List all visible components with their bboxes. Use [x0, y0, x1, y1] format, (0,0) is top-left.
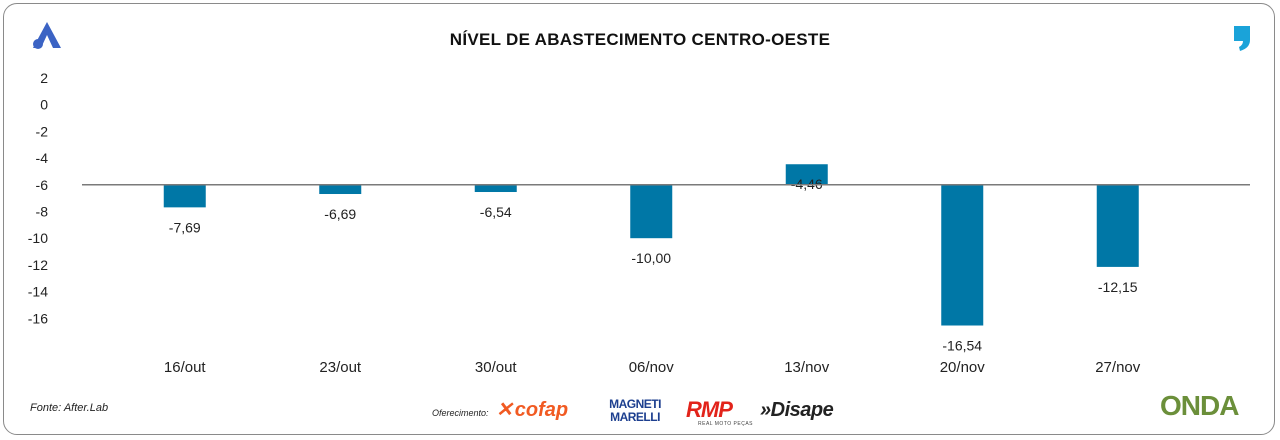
x-category-label: 23/out [319, 359, 362, 376]
y-tick-label: 0 [40, 97, 48, 113]
bar [1096, 184, 1139, 267]
data-label: -10,00 [631, 250, 671, 266]
magneti-marelli-logo: MAGNETI MARELLI [609, 397, 661, 424]
rmp-logo: RMP [686, 397, 733, 422]
y-tick-label: -16 [28, 310, 48, 326]
data-label: -6,69 [324, 206, 356, 222]
cofap-x-icon: ✕ [496, 399, 513, 421]
x-category-label: 06/nov [629, 359, 675, 376]
bar [630, 184, 673, 239]
y-tick-label: 2 [40, 70, 48, 86]
chart-title: NÍVEL DE ABASTECIMENTO CENTRO-OESTE [449, 30, 831, 49]
bar [163, 184, 206, 208]
y-tick-label: -4 [36, 150, 49, 166]
x-category-label: 30/out [475, 359, 518, 376]
y-tick-label: -14 [28, 284, 48, 300]
onda-logo: ONDA [1160, 390, 1239, 421]
data-label: -6,54 [480, 204, 512, 220]
y-tick-label: -2 [36, 123, 49, 139]
cofap-text: cofap [514, 399, 569, 421]
y-tick-label: -8 [36, 204, 49, 220]
y-tick-label: -12 [28, 257, 48, 273]
quote-mark-logo-icon [1234, 26, 1250, 51]
x-category-label: 20/nov [940, 359, 986, 376]
bar [941, 184, 984, 326]
bar [474, 184, 517, 193]
brand-a-logo-icon [33, 22, 61, 49]
data-label: -7,69 [169, 219, 201, 235]
source-note: Fonte: After.Lab [30, 402, 109, 414]
sponsor-label: Oferecimento: [432, 408, 489, 418]
data-label: -16,54 [942, 338, 982, 354]
x-category-label: 27/nov [1095, 359, 1141, 376]
cofap-logo: ✕ cofap [496, 397, 568, 422]
y-tick-label: -10 [28, 230, 48, 246]
x-category-label: 16/out [164, 359, 207, 376]
bar [319, 184, 362, 195]
x-category-label: 13/nov [784, 359, 830, 376]
y-tick-label: -6 [36, 177, 49, 193]
rmp-subtitle: REAL MOTO PEÇAS [698, 421, 754, 427]
data-label: -12,15 [1098, 279, 1138, 295]
bar [785, 164, 828, 185]
disape-logo: »Disape [760, 399, 834, 421]
